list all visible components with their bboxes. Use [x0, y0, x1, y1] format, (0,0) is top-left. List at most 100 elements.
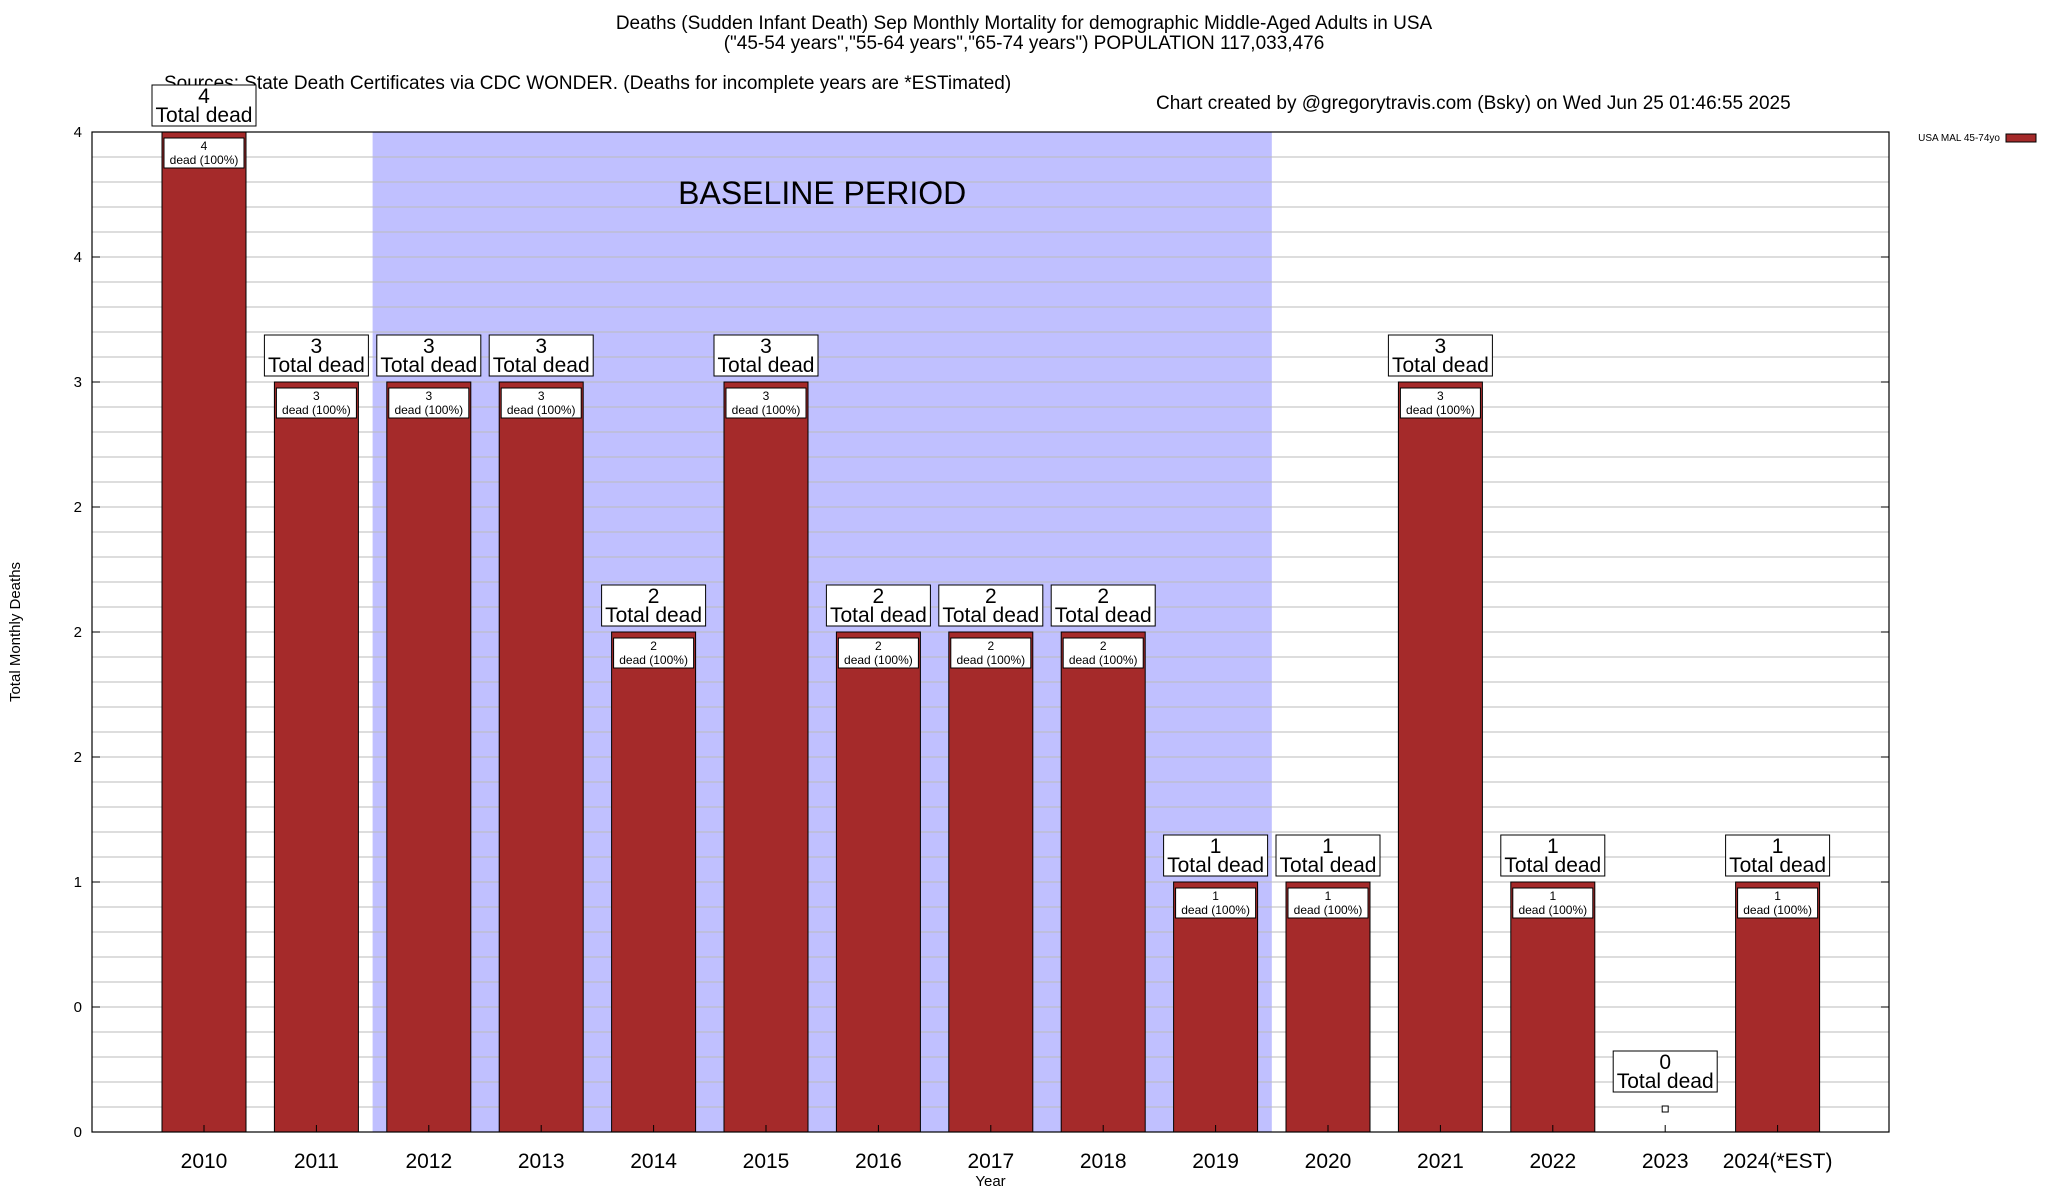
y-axis-title: Total Monthly Deaths	[7, 562, 24, 702]
legend-label: USA MAL 45-74yo	[1918, 133, 2000, 144]
bar-inner-value: 3	[313, 389, 320, 403]
bar-total-value: 1	[1547, 835, 1559, 858]
bar-total-value: 3	[535, 335, 547, 358]
bar-inner-label: dead (100%)	[507, 403, 576, 417]
bar	[835, 631, 921, 1133]
bar-total-label-box	[713, 334, 819, 377]
bar	[1285, 881, 1371, 1133]
bar-total-label: Total dead	[1729, 854, 1826, 877]
bar-total-value: 3	[1435, 335, 1447, 358]
y-tick-label: 1	[74, 874, 82, 891]
bar-total-label-box	[938, 584, 1044, 627]
bar-inner-label: dead (100%)	[282, 403, 351, 417]
bar-inner-value: 3	[763, 389, 770, 403]
x-tick-label: 2017	[967, 1150, 1014, 1173]
bar	[723, 381, 809, 1133]
bar-total-value: 2	[648, 585, 660, 608]
bar	[948, 631, 1034, 1133]
bar	[161, 131, 247, 1133]
bar-total-label-box	[1275, 834, 1381, 877]
bar-total-label-box	[1612, 1050, 1718, 1093]
bar-total-label: Total dead	[718, 354, 815, 377]
bar-inner-label: dead (100%)	[1069, 653, 1138, 667]
bar-total-label-box	[601, 584, 707, 627]
bar-inner-label: dead (100%)	[1181, 903, 1250, 917]
bar-total-value: 1	[1210, 835, 1222, 858]
y-tick-label: 3	[74, 374, 82, 391]
bar-inner-value: 1	[1212, 889, 1219, 903]
bar-total-label: Total dead	[605, 604, 702, 627]
bar-total-label-box	[1725, 834, 1831, 877]
bar	[1060, 631, 1146, 1133]
bar-total-value: 3	[311, 335, 323, 358]
chart-source-line: Sources: State Death Certificates via CD…	[0, 54, 2048, 114]
bar-inner-value: 2	[875, 639, 882, 653]
bar-inner-value: 1	[1325, 889, 1332, 903]
bar-inner-label-box	[837, 637, 919, 669]
bar-inner-label: dead (100%)	[1743, 903, 1812, 917]
bar-inner-label-box	[613, 637, 695, 669]
sources-text: Sources: State Death Certificates via CD…	[164, 73, 1012, 94]
x-tick-label: 2018	[1080, 1150, 1127, 1173]
bar-inner-label-box	[1175, 887, 1257, 919]
y-tick-label: 2	[74, 749, 82, 766]
bar-total-label: Total dead	[1392, 354, 1489, 377]
x-tick-label: 2024(*EST)	[1723, 1150, 1833, 1173]
bar	[1397, 381, 1483, 1133]
bar-inner-label: dead (100%)	[619, 653, 688, 667]
bar-total-label: Total dead	[1055, 604, 1152, 627]
bar-inner-label-box	[163, 137, 245, 169]
bar-total-label: Total dead	[1167, 854, 1264, 877]
bar-total-label: Total dead	[830, 604, 927, 627]
bar-inner-label-box	[1062, 637, 1144, 669]
x-tick-label: 2020	[1305, 1150, 1352, 1173]
bar-inner-label: dead (100%)	[1518, 903, 1587, 917]
legend-swatch	[2005, 133, 2037, 143]
bar-total-value: 1	[1772, 835, 1784, 858]
bar-total-label: Total dead	[493, 354, 590, 377]
bar-total-value: 1	[1322, 835, 1334, 858]
bar	[498, 381, 584, 1133]
x-tick-label: 2021	[1417, 1150, 1464, 1173]
bar-total-label-box	[1050, 584, 1156, 627]
bar-total-value: 0	[1659, 1051, 1671, 1074]
bar-total-label-box	[1163, 834, 1269, 877]
x-axis-title: Year	[975, 1173, 1005, 1190]
bar	[273, 381, 359, 1133]
chart-subtitle: ("45-54 years","55-64 years","65-74 year…	[723, 33, 1325, 54]
y-tick-label: 0	[74, 1124, 82, 1141]
bar-inner-label-box	[275, 387, 357, 419]
x-tick-label: 2015	[743, 1150, 790, 1173]
bar-total-label-box	[376, 334, 482, 377]
bar-inner-label: dead (100%)	[394, 403, 463, 417]
y-tick-label: 2	[74, 624, 82, 641]
bar-total-label-box	[1500, 834, 1606, 877]
bar-inner-label-box	[725, 387, 807, 419]
bar	[611, 631, 697, 1133]
bar-inner-value: 2	[987, 639, 994, 653]
x-tick-label: 2022	[1529, 1150, 1576, 1173]
x-tick-label: 2013	[518, 1150, 565, 1173]
bar-inner-label: dead (100%)	[844, 653, 913, 667]
bar-inner-label-box	[1737, 887, 1819, 919]
baseline-period-label: BASELINE PERIOD	[678, 175, 966, 211]
bar-total-label: Total dead	[1280, 854, 1377, 877]
bar	[386, 381, 472, 1133]
y-tick-label: 0	[74, 999, 82, 1016]
x-tick-label: 2019	[1192, 1150, 1239, 1173]
bar-total-value: 2	[1097, 585, 1109, 608]
bar-inner-label-box	[388, 387, 470, 419]
bar-total-value: 2	[985, 585, 997, 608]
bar-total-value: 2	[873, 585, 885, 608]
credit-text: Chart created by @gregorytravis.com (Bsk…	[1156, 93, 1791, 114]
y-tick-label: 4	[74, 249, 82, 266]
x-tick-label: 2010	[181, 1150, 228, 1173]
plot-frame	[91, 131, 1890, 1133]
bar-total-label: Total dead	[942, 604, 1039, 627]
bar-inner-label: dead (100%)	[956, 653, 1025, 667]
bar-total-label-box	[151, 84, 257, 127]
bar-total-label: Total dead	[156, 104, 253, 127]
bar-zero-marker	[1661, 1105, 1669, 1113]
bar-total-label: Total dead	[268, 354, 365, 377]
